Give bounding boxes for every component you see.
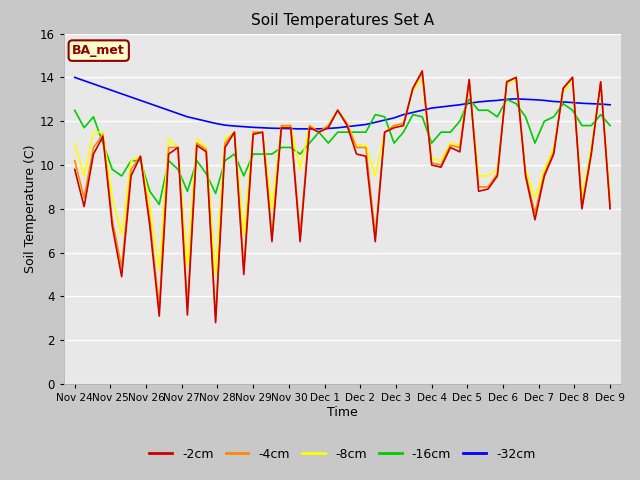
Legend: -2cm, -4cm, -8cm, -16cm, -32cm: -2cm, -4cm, -8cm, -16cm, -32cm [145,443,540,466]
X-axis label: Time: Time [327,406,358,419]
Title: Soil Temperatures Set A: Soil Temperatures Set A [251,13,434,28]
Y-axis label: Soil Temperature (C): Soil Temperature (C) [24,144,37,273]
Text: BA_met: BA_met [72,44,125,57]
